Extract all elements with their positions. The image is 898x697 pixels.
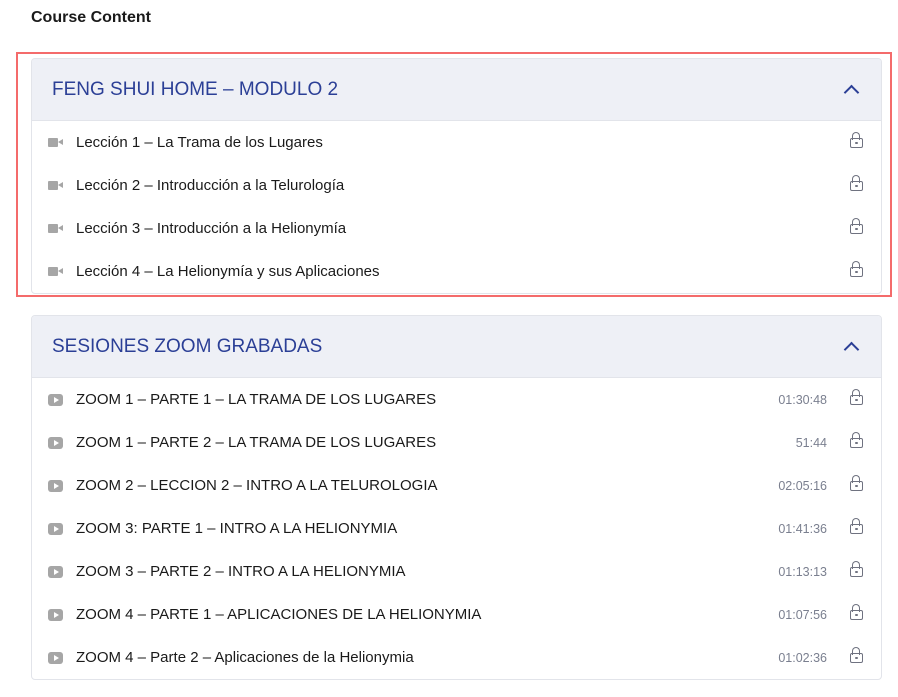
section-header[interactable]: FENG SHUI HOME – MODULO 2 <box>32 59 881 121</box>
lesson-title[interactable]: Lección 1 – La Trama de los Lugares <box>76 134 323 151</box>
lesson-duration: 01:41:36 <box>778 521 827 536</box>
lock-icon <box>849 603 865 621</box>
chevron-up-icon[interactable] <box>843 341 860 358</box>
lesson-title[interactable]: ZOOM 2 – LECCION 2 – INTRO A LA TELUROLO… <box>76 477 438 494</box>
lesson-duration: 01:02:36 <box>778 650 827 665</box>
lock-icon <box>849 260 865 278</box>
section-header[interactable]: SESIONES ZOOM GRABADAS <box>32 316 881 378</box>
lesson-item[interactable]: ZOOM 3 – PARTE 2 – INTRO A LA HELIONYMIA… <box>32 550 881 593</box>
play-icon <box>48 393 64 406</box>
play-icon <box>48 479 64 492</box>
lock-icon <box>849 217 865 235</box>
lesson-item[interactable]: ZOOM 1 – PARTE 1 – LA TRAMA DE LOS LUGAR… <box>32 378 881 421</box>
lesson-title[interactable]: Lección 3 – Introducción a la Helionymía <box>76 220 347 237</box>
play-icon <box>48 436 64 449</box>
play-icon <box>48 608 64 621</box>
play-icon <box>48 565 64 578</box>
play-icon <box>48 651 64 664</box>
section-title: FENG SHUI HOME – MODULO 2 <box>52 78 339 100</box>
lesson-title[interactable]: ZOOM 4 – PARTE 1 – APLICACIONES DE LA HE… <box>76 606 482 623</box>
lesson-duration: 51:44 <box>795 435 827 450</box>
lesson-title[interactable]: ZOOM 1 – PARTE 1 – LA TRAMA DE LOS LUGAR… <box>76 391 437 408</box>
lesson-duration: 02:05:16 <box>778 478 827 493</box>
lock-icon <box>849 560 865 578</box>
lesson-title[interactable]: ZOOM 1 – PARTE 2 – LA TRAMA DE LOS LUGAR… <box>76 434 437 451</box>
lock-icon <box>849 474 865 492</box>
video-camera-icon <box>48 224 64 233</box>
lesson-item[interactable]: ZOOM 4 – Parte 2 – Aplicaciones de la He… <box>32 636 881 679</box>
video-camera-icon <box>48 138 64 147</box>
chevron-up-icon[interactable] <box>843 84 860 101</box>
lock-icon <box>849 388 865 406</box>
lesson-title[interactable]: ZOOM 3 – PARTE 2 – INTRO A LA HELIONYMIA <box>76 563 406 580</box>
lesson-title[interactable]: Lección 2 – Introducción a la Telurologí… <box>76 177 345 194</box>
lock-icon <box>849 517 865 535</box>
lesson-title[interactable]: ZOOM 3: PARTE 1 – INTRO A LA HELIONYMIA <box>76 520 398 537</box>
play-icon <box>48 522 64 535</box>
section-title: SESIONES ZOOM GRABADAS <box>52 335 323 357</box>
course-content-title: Course Content <box>31 9 151 26</box>
lock-icon <box>849 431 865 449</box>
lesson-duration: 01:13:13 <box>778 564 827 579</box>
section-sesiones-zoom: SESIONES ZOOM GRABADAS ZOOM 1 – PARTE 1 –… <box>31 315 882 680</box>
lesson-item[interactable]: ZOOM 4 – PARTE 1 – APLICACIONES DE LA HE… <box>32 593 881 636</box>
lesson-item[interactable]: Lección 2 – Introducción a la Telurologí… <box>32 164 881 207</box>
video-camera-icon <box>48 181 64 190</box>
lesson-title[interactable]: Lección 4 – La Helionymía y sus Aplicaci… <box>76 263 380 280</box>
lesson-item[interactable]: ZOOM 3: PARTE 1 – INTRO A LA HELIONYMIA 0… <box>32 507 881 550</box>
lock-icon <box>849 174 865 192</box>
lock-icon <box>849 131 865 149</box>
video-camera-icon <box>48 267 64 276</box>
lesson-item[interactable]: Lección 3 – Introducción a la Helionymía <box>32 207 881 250</box>
lesson-item[interactable]: ZOOM 2 – LECCION 2 – INTRO A LA TELUROLO… <box>32 464 881 507</box>
lesson-item[interactable]: ZOOM 1 – PARTE 2 – LA TRAMA DE LOS LUGAR… <box>32 421 881 464</box>
lesson-item[interactable]: Lección 1 – La Trama de los Lugares <box>32 121 881 164</box>
lesson-title[interactable]: ZOOM 4 – Parte 2 – Aplicaciones de la He… <box>76 649 414 666</box>
lesson-item[interactable]: Lección 4 – La Helionymía y sus Aplicaci… <box>32 250 881 293</box>
lesson-duration: 01:30:48 <box>778 392 827 407</box>
lesson-duration: 01:07:56 <box>778 607 827 622</box>
lock-icon <box>849 646 865 664</box>
section-modulo-2: FENG SHUI HOME – MODULO 2 Lección 1 – La … <box>31 58 882 294</box>
